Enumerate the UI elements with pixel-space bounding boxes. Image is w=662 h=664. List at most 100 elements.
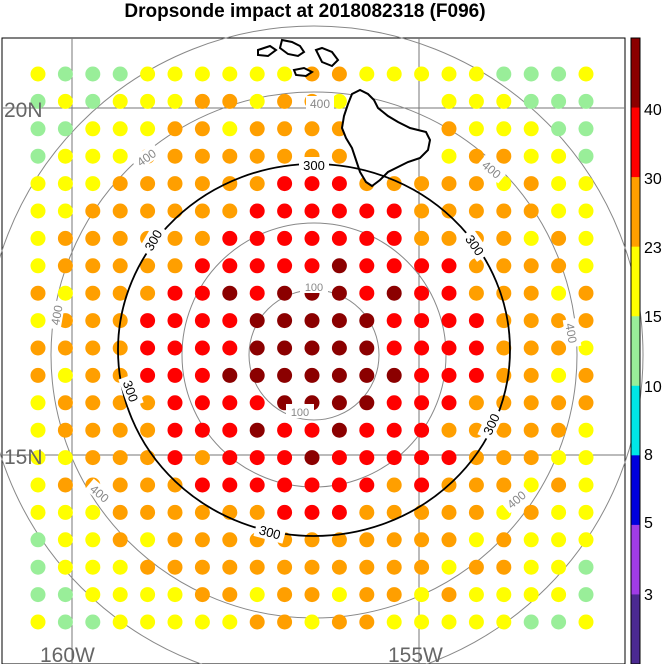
impact-dot (112, 340, 128, 356)
label-bg (84, 478, 116, 508)
impact-dot (331, 66, 347, 82)
impact-dot (57, 121, 73, 137)
impact-dot (468, 148, 484, 164)
impact-dot (386, 313, 402, 329)
contour-label-gray: 400 (562, 322, 579, 344)
impact-dot (112, 176, 128, 192)
impact-dot (140, 477, 156, 493)
impact-dot (331, 477, 347, 493)
impact-dot (523, 148, 539, 164)
impact-dot (578, 559, 594, 575)
impact-dot (441, 614, 457, 630)
impact-dot (468, 367, 484, 383)
impact-dot (277, 614, 293, 630)
impact-dot (441, 504, 457, 520)
impact-dot (140, 395, 156, 411)
ring-500 (0, 25, 644, 664)
label-bg (306, 96, 334, 110)
impact-dot (140, 532, 156, 548)
impact-dot (496, 450, 512, 466)
impact-dot (414, 203, 430, 219)
impact-dot (277, 66, 293, 82)
impact-dot (523, 559, 539, 575)
impact-dot (523, 121, 539, 137)
impact-dot (85, 258, 101, 274)
impact-dot (496, 340, 512, 356)
map-title: Dropsonde impact at 2018082318 (F096) (124, 1, 486, 22)
impact-dot (578, 93, 594, 109)
impact-dot (386, 285, 402, 301)
impact-dot (551, 66, 567, 82)
impact-dot (222, 477, 238, 493)
impact-dot (359, 532, 375, 548)
impact-dot (167, 614, 183, 630)
impact-dot (468, 313, 484, 329)
impact-dot (578, 258, 594, 274)
impact-dot (359, 450, 375, 466)
impact-dot (468, 121, 484, 137)
impact-dot (468, 66, 484, 82)
impact-dot (112, 559, 128, 575)
impact-dot (57, 587, 73, 603)
impact-dot (304, 614, 320, 630)
impact-dot (441, 93, 457, 109)
impact-dot (304, 176, 320, 192)
impact-dot (359, 559, 375, 575)
impact-dot (222, 587, 238, 603)
impact-dot (112, 422, 128, 438)
label-bg (118, 374, 144, 408)
impact-dot (112, 532, 128, 548)
impact-dot (140, 121, 156, 137)
impact-dot (414, 66, 430, 82)
impact-dot (523, 258, 539, 274)
impact-dot (194, 148, 210, 164)
impact-dot (468, 285, 484, 301)
impact-dot (386, 422, 402, 438)
contour-label-black: 300 (303, 158, 325, 173)
impact-dot (551, 121, 567, 137)
impact-dot (30, 559, 46, 575)
impact-dot (496, 258, 512, 274)
impact-dot (249, 285, 265, 301)
impact-dot (523, 176, 539, 192)
contour-labels: 100 100 400 400 400 400 400 400 400 300 … (46, 96, 582, 544)
impact-dot (140, 93, 156, 109)
impact-dot (277, 477, 293, 493)
impact-dot (140, 559, 156, 575)
impact-dot (496, 93, 512, 109)
impact-dot (194, 203, 210, 219)
impact-dot (523, 532, 539, 548)
colorbar-segment (631, 455, 640, 526)
impact-dot (277, 258, 293, 274)
impact-dot (414, 559, 430, 575)
maui-east (314, 46, 340, 68)
impact-dot (441, 313, 457, 329)
impact-dot (414, 176, 430, 192)
impact-dot (551, 587, 567, 603)
impact-dot (414, 230, 430, 246)
impact-dot (551, 477, 567, 493)
impact-dot (222, 367, 238, 383)
impact-dot (57, 504, 73, 520)
impact-dot (112, 230, 128, 246)
colorbar-tick: 5 (644, 515, 653, 532)
impact-dot (57, 395, 73, 411)
impact-dots (30, 66, 594, 630)
impact-dot (468, 614, 484, 630)
impact-dot (578, 367, 594, 383)
impact-dot (30, 66, 46, 82)
impact-dot (359, 340, 375, 356)
impact-dot (112, 450, 128, 466)
impact-dot (85, 121, 101, 137)
impact-dot (30, 504, 46, 520)
impact-dot (249, 587, 265, 603)
colorbar-segment (631, 177, 640, 248)
impact-dot (167, 230, 183, 246)
impact-dot (57, 176, 73, 192)
impact-dot (523, 203, 539, 219)
impact-dot (359, 313, 375, 329)
maui (278, 38, 306, 58)
impact-dot (468, 559, 484, 575)
impact-dot (578, 313, 594, 329)
impact-dot (523, 66, 539, 82)
